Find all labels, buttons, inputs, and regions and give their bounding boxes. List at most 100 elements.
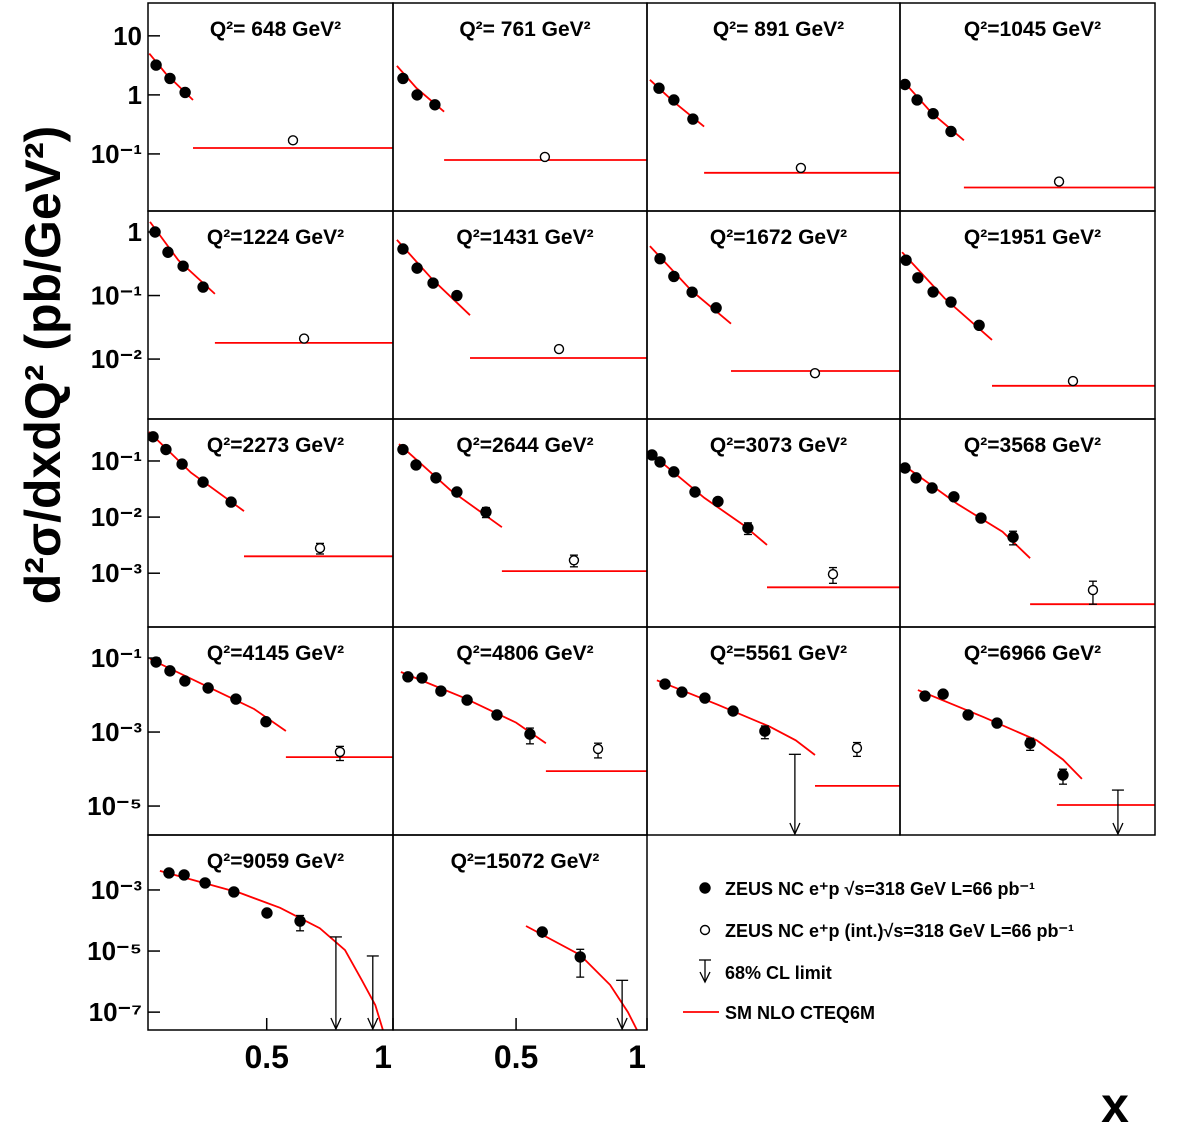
data-point [1024,737,1036,749]
panel-title: Q²=15072 GeV² [451,850,600,873]
data-point [411,89,423,101]
limit-arrow [789,822,801,835]
plot-area [649,79,900,174]
sm-curve [159,870,384,1030]
data-point [230,693,242,705]
y-axis-label: d²σ/dxdQ² (pb/GeV²) [15,126,71,605]
plot-area [396,239,647,359]
data-point [687,113,699,125]
data-point [491,709,503,721]
data-point [911,94,923,106]
data-point [177,260,189,272]
integrated-point [1067,375,1079,387]
panel-frame [899,626,1156,836]
plot-area [917,688,1155,835]
legend-marker [699,882,711,894]
data-point [480,506,492,518]
data-point [710,302,722,314]
data-point [900,462,911,474]
integrated-point [1053,176,1065,187]
plot-area [900,462,1155,606]
integrated-point [539,151,551,163]
data-point [402,671,414,683]
panel-title: Q²=1951 GeV² [964,226,1101,249]
panel-title: Q²= 761 GeV² [459,18,590,41]
sm-curve [917,689,1083,780]
data-point [654,252,666,265]
y-tick-label: 10⁻¹ [91,643,142,673]
data-point [927,286,939,298]
data-point [668,270,680,283]
data-point [712,495,724,508]
data-point [948,491,960,503]
y-tick-label: 10⁻² [91,344,143,374]
data-point [148,431,159,443]
data-point [653,82,665,94]
data-point [416,672,428,684]
x-tick-label: 0.5 [494,1039,538,1075]
limit-arrow [616,1017,628,1030]
data-point [451,289,463,302]
y-tick-label: 10⁻¹ [91,446,142,476]
data-point [689,486,701,498]
data-point [150,656,162,668]
data-point [927,108,939,120]
integrated-point [592,743,604,755]
data-point [435,685,447,697]
data-point [926,482,938,494]
integrated-point [827,569,839,580]
data-point [919,690,931,702]
data-point [991,717,1003,729]
data-point [178,869,190,881]
y-tick-label: 10⁻³ [91,558,143,588]
plot-area [900,251,1155,387]
plot-area [148,53,393,149]
data-point [742,522,754,534]
data-point [975,512,987,524]
data-point [451,486,463,498]
data-point [411,262,423,274]
limit-arrow [330,1017,342,1030]
data-point [410,459,422,471]
data-point [1007,531,1019,543]
data-point [910,472,922,484]
integrated-point [334,746,346,758]
data-point [202,682,214,694]
panel-title: Q²=2644 GeV² [456,434,593,457]
data-point [225,496,237,508]
limit-arrow [367,1017,379,1030]
data-point [163,867,175,879]
data-point [668,466,680,478]
data-point [647,449,658,461]
panel-title: Q²=1672 GeV² [710,226,847,249]
data-point [536,926,548,938]
data-point [574,951,586,963]
panel-title: Q²=2273 GeV² [207,434,344,457]
data-point [260,716,272,728]
data-point [179,675,191,687]
data-point [945,125,957,138]
x-tick-label: 1 [628,1039,646,1075]
data-point [199,877,211,889]
data-point [294,915,306,927]
x-tick-label: 1 [374,1039,392,1075]
y-tick-label: 10⁻¹ [91,281,142,311]
panel-title: Q²=1224 GeV² [207,226,344,249]
panel-title: Q²= 891 GeV² [713,18,844,41]
plot-area [525,925,638,1030]
data-point [164,72,176,85]
panel-title: Q²=4145 GeV² [207,642,344,665]
y-tick-label: 1 [128,80,142,110]
data-point [430,472,442,484]
panel-title: Q²=3568 GeV² [964,434,1101,457]
data-point [973,319,985,332]
data-point [654,456,666,468]
data-point [160,443,172,456]
plot-area [149,221,393,344]
data-point [261,907,273,919]
legend-label: 68% CL limit [725,963,832,983]
y-tick-label: 10⁻³ [91,717,143,747]
plot-area [649,245,900,379]
integrated-point [553,343,565,355]
